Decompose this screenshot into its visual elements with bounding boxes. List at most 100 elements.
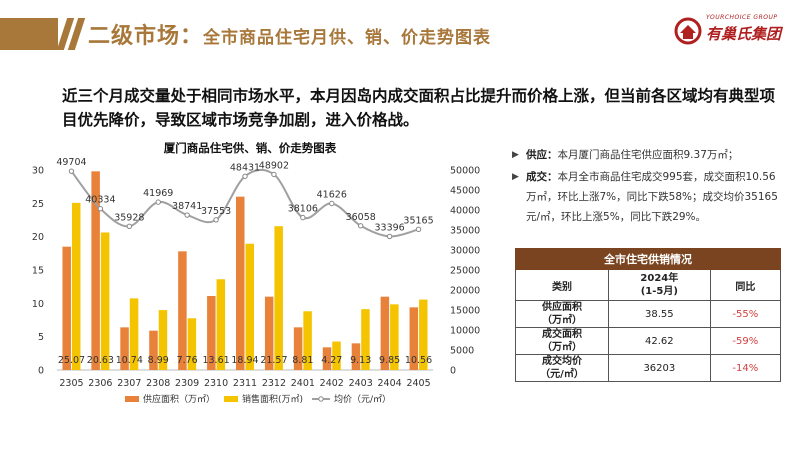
x-tick-label: 2405 [406,378,430,389]
supply-bar [207,296,216,370]
sales-bar [100,232,110,370]
supply-bar [120,327,129,370]
y-right-tick-label: 45000 [450,186,480,197]
supply-bar [236,196,245,370]
price-data-label: 37553 [201,206,231,217]
y-right-tick-label: 0 [450,366,456,377]
supply-sales-table: 全市住宅供销情况 类别 2024年 (1-5月) 同比 供应面积 （万㎡） 38… [515,248,782,382]
table-header-category: 类别 [515,269,609,301]
y-left-tick-label: 10 [32,299,44,310]
table-row: 成交面积 （万㎡） 42.62 -59% [515,327,782,355]
note-transaction: ▶ 成交：本月全市商品住宅成交995套，成交面积10.56万㎡，环比上涨7%，同… [512,167,784,227]
sales-bar [216,279,226,370]
chart-axes: 0 5 10 15 20 25 30 0 5000 10000 15000 20000 25000 300… [32,166,480,390]
y-right-tick-label: 15000 [450,306,480,317]
price-line-path [70,168,419,238]
page-title: 二级市场：全市商品住宅月供、销、价走势图表 [88,18,491,50]
table-row-label: 成交均价 （元/㎡） [515,354,609,382]
supply-bar [62,246,71,370]
x-tick-label: 2312 [262,378,286,389]
price-point [242,173,248,179]
y-right-tick-label: 5000 [450,346,474,357]
page-header: 二级市场：全市商品住宅月供、销、价走势图表 YOURCHOICE GROUP 有… [0,0,800,64]
sales-bar [129,298,139,370]
price-data-label: 41969 [143,188,173,199]
table-row: 供应面积 （万㎡） 38.55 -55% [515,300,782,328]
x-tick-label: 2310 [204,378,228,389]
triangle-bullet-icon: ▶ [512,150,519,160]
supply-bar [293,327,303,370]
x-tick-label: 2403 [349,378,373,389]
note-supply-text: 本月厦门商品住宅供应面积9.37万㎡； [557,149,739,161]
sales-bar [361,309,370,370]
header-accent-band [0,18,58,50]
sales-data-label: 10.56 [405,355,432,366]
sales-data-label: 9.85 [379,355,400,366]
x-tick-label: 2309 [175,378,199,389]
sales-bar [419,299,428,370]
y-right-tick-label: 35000 [450,226,480,237]
sales-bar [390,304,399,370]
page-title-sub: 全市商品住宅月供、销、价走势图表 [203,28,492,48]
y-right-tick-label: 40000 [450,206,480,217]
sales-data-label: 21.57 [260,355,287,366]
price-point [68,168,75,174]
chart-bars [62,171,428,370]
y-right-tick-label: 10000 [450,326,480,337]
supply-bar [409,307,419,370]
legend-price-marker [318,396,324,402]
sales-bar [71,202,81,370]
table-caption: 全市住宅供销情况 [515,248,781,270]
supply-bar [91,171,100,370]
price-data-label: 48431 [230,162,260,173]
sales-data-label: 7.76 [177,355,198,366]
supply-bar [149,330,158,370]
summary-text: 近三个月成交量处于相同市场水平，本月因岛内成交面积占比提升而价格上涨，但当前各区… [62,87,776,129]
price-point [97,205,104,212]
price-point [386,233,393,240]
logo-mark-icon [674,17,702,45]
supply-bar [322,347,332,370]
price-data-label: 33396 [374,222,404,233]
x-tick-label: 2404 [378,378,402,389]
sales-data-label: 13.61 [202,355,229,366]
table-cell-value: 42.62 [608,327,711,355]
table-cell-yoy: -14% [709,354,782,382]
y-left-tick-label: 0 [38,366,44,377]
table-header-period: 2024年 (1-5月) [608,269,711,301]
table-row: 成交均价 （元/㎡） 36203 -14% [515,354,782,382]
trend-chart: 0 5 10 15 20 25 30 0 5000 10000 15000 20000 25000 300… [32,157,480,405]
x-tick-label: 2402 [320,378,344,389]
y-left-tick-label: 20 [32,232,44,243]
legend-price-label: 均价（元/㎡） [334,393,391,405]
price-data-label: 40334 [85,195,115,206]
y-right-tick-label: 25000 [450,266,480,277]
sales-bar [158,310,168,370]
chart-title: 厦门商品住宅供、销、价走势图表 [163,141,337,155]
sales-data-label: 9.13 [350,355,371,366]
supply-bar [380,296,390,370]
sales-bar [303,311,312,370]
table-cell-yoy: -55% [709,300,782,328]
price-point [357,223,364,229]
legend-sales-swatch [224,396,238,402]
x-tick-label: 2308 [146,378,170,389]
legend-supply-swatch [125,396,139,402]
table-row-label: 成交面积 （万㎡） [515,327,609,355]
y-right-tick-label: 20000 [450,286,480,297]
price-point [329,200,335,207]
logo-english: YOURCHOICE GROUP [706,14,778,21]
price-point [126,223,133,229]
sales-data-label: 8.81 [292,355,313,366]
price-data-label: 48902 [259,160,289,171]
logo-chinese: 有巢氏集团 [706,25,782,43]
price-point [415,226,422,233]
sales-bar [332,341,341,370]
triangle-bullet-icon: ▶ [512,172,519,182]
price-data-label: 35165 [403,215,433,226]
chart-legend: 供应面积（万㎡） 销售面积(万㎡) 均价（元/㎡） [125,393,391,405]
table-cell-value: 38.55 [608,300,711,328]
price-point [271,171,277,178]
sales-data-label: 10.74 [116,355,143,366]
notes-panel: ▶ 供应：本月厦门商品住宅供应面积9.37万㎡； ▶ 成交：本月全市商品住宅成交… [512,145,784,229]
